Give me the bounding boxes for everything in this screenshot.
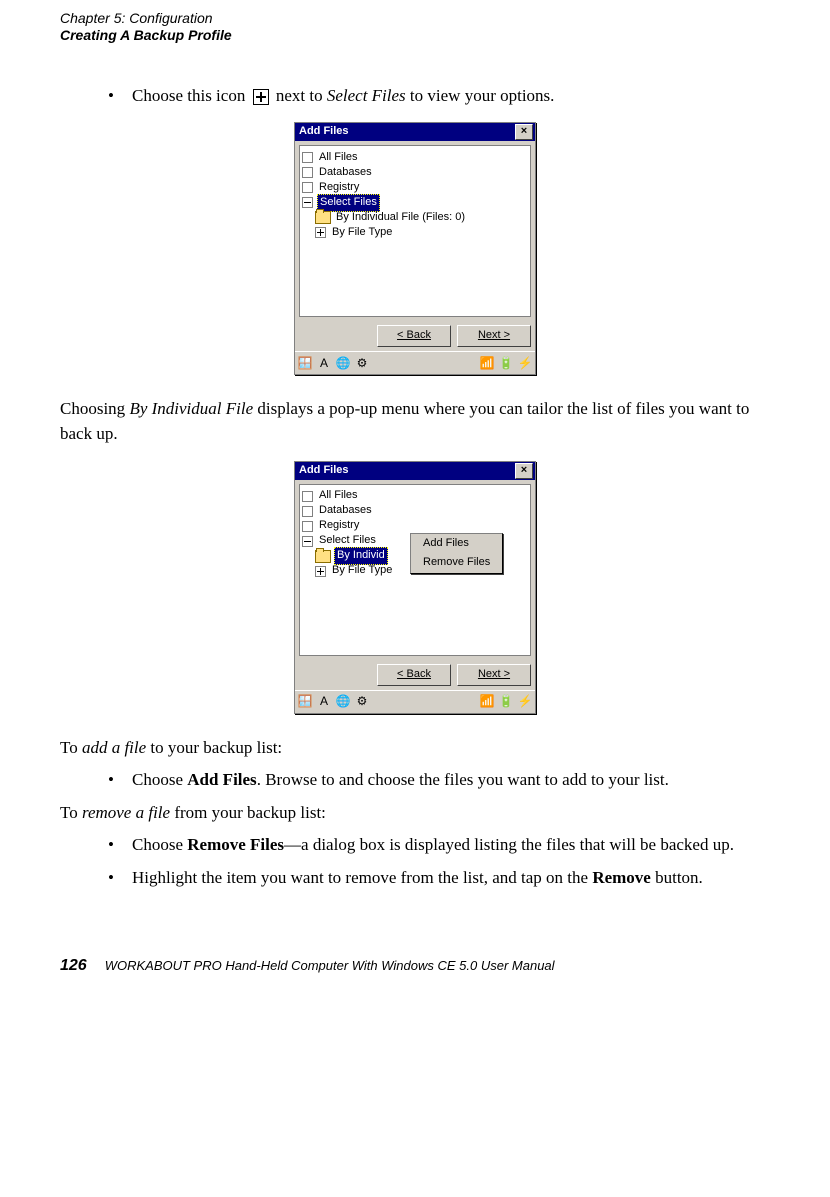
next-button[interactable]: Next > — [457, 325, 531, 347]
close-icon[interactable]: × — [515, 124, 533, 140]
bullet-marker: • — [108, 833, 132, 858]
instruction-bullet: • Highlight the item you want to remove … — [108, 866, 770, 891]
checkbox-icon[interactable] — [302, 491, 313, 502]
page-number: 126 — [60, 957, 87, 975]
plus-box-icon — [253, 89, 269, 105]
menu-add-files[interactable]: Add Files — [411, 534, 502, 554]
file-tree: All Files Databases Registry Select File… — [299, 145, 531, 317]
power-icon: ⚡ — [517, 355, 533, 371]
tree-item-db[interactable]: Databases — [317, 165, 374, 181]
tree-item-db[interactable]: Databases — [317, 503, 374, 519]
dialog-titlebar: Add Files × — [295, 462, 535, 480]
paragraph: To remove a file from your backup list: — [60, 801, 770, 826]
figure-add-files-2: Add Files × All Files Databases Registry… — [60, 461, 770, 714]
dialog-buttons: < Back Next > — [295, 660, 535, 690]
checkbox-icon[interactable] — [302, 152, 313, 163]
signal-icon: 📶 — [479, 355, 495, 371]
figure-add-files-1: Add Files × All Files Databases Registry… — [60, 122, 770, 375]
bullet-text: Choose this icon next to Select Files to… — [132, 84, 770, 109]
taskbar: 🪟 A 🌐 ⚙ 📶 🔋 ⚡ — [295, 690, 535, 713]
instruction-bullet: • Choose Add Files. Browse to and choose… — [108, 768, 770, 793]
running-header: Chapter 5: Configuration Creating A Back… — [60, 0, 770, 44]
instruction-bullet: • Choose Remove Files—a dialog box is di… — [108, 833, 770, 858]
folder-icon — [315, 550, 331, 563]
globe-icon[interactable]: 🌐 — [335, 355, 351, 371]
battery-icon: 🔋 — [498, 694, 514, 710]
bullet-marker: • — [108, 768, 132, 793]
menu-remove-files[interactable]: Remove Files — [411, 553, 502, 573]
bullet-marker: • — [108, 866, 132, 891]
ime-icon[interactable]: A — [316, 694, 332, 710]
bullet-text: Highlight the item you want to remove fr… — [132, 866, 770, 891]
back-button[interactable]: < Back — [377, 325, 451, 347]
power-icon: ⚡ — [517, 694, 533, 710]
minus-box-icon[interactable] — [302, 536, 313, 547]
bullet-text: Choose Add Files. Browse to and choose t… — [132, 768, 770, 793]
context-menu: Add Files Remove Files — [410, 533, 503, 575]
paragraph: To add a file to your backup list: — [60, 736, 770, 761]
tree-item-all[interactable]: All Files — [317, 488, 360, 504]
taskbar: 🪟 A 🌐 ⚙ 📶 🔋 ⚡ — [295, 351, 535, 374]
bullet-marker: • — [108, 84, 132, 109]
plus-box-icon[interactable] — [315, 566, 326, 577]
bullet-text: Choose Remove Files—a dialog box is disp… — [132, 833, 770, 858]
close-icon[interactable]: × — [515, 463, 533, 479]
instruction-bullet: • Choose this icon next to Select Files … — [108, 84, 770, 109]
dialog-title: Add Files — [297, 124, 515, 140]
battery-icon: 🔋 — [498, 355, 514, 371]
back-button[interactable]: < Back — [377, 664, 451, 686]
tree-item-all[interactable]: All Files — [317, 150, 360, 166]
ime-icon[interactable]: A — [316, 355, 332, 371]
header-chapter: Chapter 5: Configuration — [60, 10, 770, 27]
minus-box-icon[interactable] — [302, 197, 313, 208]
signal-icon: 📶 — [479, 694, 495, 710]
plus-box-icon[interactable] — [315, 227, 326, 238]
dialog-titlebar: Add Files × — [295, 123, 535, 141]
start-icon[interactable]: 🪟 — [297, 355, 313, 371]
checkbox-icon[interactable] — [302, 506, 313, 517]
gear-icon[interactable]: ⚙ — [354, 694, 370, 710]
book-title: WORKABOUT PRO Hand-Held Computer With Wi… — [105, 958, 555, 973]
add-files-dialog: Add Files × All Files Databases Registry… — [294, 122, 536, 375]
tree-item-by-type[interactable]: By File Type — [330, 563, 394, 579]
paragraph: Choosing By Individual File displays a p… — [60, 397, 770, 446]
dialog-buttons: < Back Next > — [295, 321, 535, 351]
add-files-dialog-2: Add Files × All Files Databases Registry… — [294, 461, 536, 714]
checkbox-icon[interactable] — [302, 521, 313, 532]
dialog-title: Add Files — [297, 463, 515, 479]
start-icon[interactable]: 🪟 — [297, 694, 313, 710]
globe-icon[interactable]: 🌐 — [335, 694, 351, 710]
checkbox-icon[interactable] — [302, 182, 313, 193]
gear-icon[interactable]: ⚙ — [354, 355, 370, 371]
checkbox-icon[interactable] — [302, 167, 313, 178]
tree-item-reg[interactable]: Registry — [317, 518, 361, 534]
tree-item-by-individual[interactable]: By Individual File (Files: 0) — [334, 210, 467, 226]
tree-item-by-type[interactable]: By File Type — [330, 225, 394, 241]
file-tree: All Files Databases Registry Select File… — [299, 484, 531, 656]
folder-icon — [315, 211, 331, 224]
header-section: Creating A Backup Profile — [60, 27, 770, 44]
next-button[interactable]: Next > — [457, 664, 531, 686]
running-footer: 126 WORKABOUT PRO Hand-Held Computer Wit… — [60, 951, 770, 975]
